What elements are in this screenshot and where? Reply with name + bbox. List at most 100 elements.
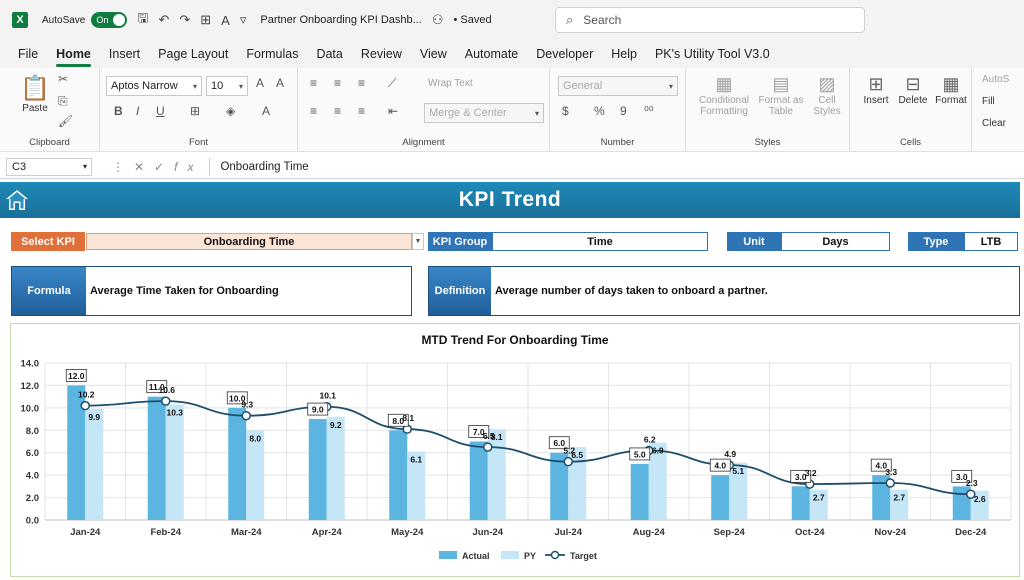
unit-value: Days	[781, 232, 890, 251]
conditional-formatting-icon: ▦	[715, 74, 733, 94]
cut-icon[interactable]: ✂	[58, 72, 69, 86]
currency-icon[interactable]: $	[562, 104, 569, 118]
font-family-select[interactable]: Aptos Narrow ▾	[106, 76, 202, 96]
clear-button[interactable]: Clear	[982, 118, 1006, 129]
delete-cells-button[interactable]: ⊟ Delete	[894, 74, 932, 106]
merge-center-button[interactable]: Merge & Center ▾	[424, 103, 544, 123]
select-kpi-chevron-icon[interactable]: ▼	[412, 233, 424, 250]
wrap-text-button[interactable]: Wrap Text	[428, 78, 473, 89]
increase-decimal-icon[interactable]: ⁰⁰	[644, 104, 654, 118]
number-format-value: General	[563, 80, 603, 92]
undo-icon[interactable]: ↶	[158, 12, 170, 27]
tab-developer[interactable]: Developer	[536, 47, 594, 61]
underline-icon[interactable]: U	[156, 104, 165, 118]
formula-bar: C3 ▾ ⋮✕✓fx Onboarding Time	[0, 155, 1024, 179]
border-icon[interactable]: ⊞	[190, 104, 201, 118]
format-label: Format	[935, 95, 967, 106]
x-tick-label: Mar-24	[231, 527, 262, 538]
target-point	[241, 410, 251, 421]
actual-bar	[147, 396, 166, 520]
autosave-state: On	[96, 15, 109, 25]
font-size-select[interactable]: 10 ▾	[206, 76, 248, 96]
autosum-button[interactable]: AutoS	[982, 74, 1009, 85]
tab-file[interactable]: File	[18, 47, 39, 61]
format-painter-icon[interactable]: 🖌	[58, 114, 74, 128]
number-format-select[interactable]: General ▾	[558, 76, 678, 96]
tab-formulas[interactable]: Formulas	[246, 47, 299, 61]
tab-home[interactable]: Home	[56, 44, 91, 67]
tab-utility-tool[interactable]: PK's Utility Tool V3.0	[654, 47, 770, 61]
bold-icon[interactable]: B	[114, 104, 123, 118]
align-top-icon[interactable]: ≡	[310, 76, 318, 90]
comma-icon[interactable]: 9	[620, 104, 627, 118]
kpi-banner: KPI Trend	[0, 182, 1020, 218]
customize-toolbar-icon[interactable]: ▿	[239, 12, 247, 27]
select-kpi-dropdown[interactable]: Onboarding Time	[86, 233, 412, 250]
conditional-label: Conditional	[698, 95, 750, 106]
font-color-icon[interactable]: A	[221, 12, 230, 28]
py-bar	[407, 451, 426, 520]
align-right-icon[interactable]: ≡	[358, 104, 366, 118]
italic-icon[interactable]: I	[136, 104, 140, 118]
tab-review[interactable]: Review	[360, 47, 402, 61]
align-bottom-icon[interactable]: ≡	[358, 76, 366, 90]
align-left-icon[interactable]: ≡	[310, 104, 318, 118]
tab-view[interactable]: View	[419, 47, 447, 61]
name-box[interactable]: C3 ▾	[6, 157, 92, 176]
actual-bar	[389, 430, 408, 520]
actual-data-label-box	[548, 436, 570, 450]
legend-py-label: PY	[524, 551, 536, 561]
grow-font-icon[interactable]: A	[256, 76, 265, 90]
conditional-formatting-button[interactable]: ▦ Conditional Formatting	[694, 74, 754, 117]
cells-group: ⊞ Insert ⊟ Delete ▦ Format Cells	[850, 68, 972, 152]
font-color-icon[interactable]: A	[262, 104, 271, 118]
actual-bar	[630, 463, 649, 520]
borders-icon[interactable]: ⊞	[200, 12, 212, 27]
tab-data[interactable]: Data	[316, 47, 343, 61]
align-middle-icon[interactable]: ≡	[334, 76, 342, 90]
home-icon[interactable]	[4, 187, 30, 213]
actual-bar	[469, 441, 488, 520]
py-bar	[648, 442, 667, 520]
target-data-label: 2.3	[966, 478, 978, 488]
legend-actual-swatch	[439, 551, 457, 559]
py-bar	[890, 489, 909, 520]
target-line	[85, 400, 971, 496]
target-data-label: 3.3	[885, 467, 897, 477]
redo-icon[interactable]: ↷	[179, 12, 191, 27]
py-data-label: 2.7	[813, 493, 825, 503]
percent-icon[interactable]: %	[594, 104, 605, 118]
save-icon[interactable]: 🖫	[137, 10, 149, 25]
tab-page-layout[interactable]: Page Layout	[158, 47, 229, 61]
autosave-toggle[interactable]: On	[91, 12, 128, 28]
tab-help[interactable]: Help	[611, 47, 637, 61]
mtd-trend-chart[interactable]: MTD Trend For Onboarding Time 0.0 2.0 4.0 6…	[10, 323, 1020, 577]
share-icon[interactable]: ⚇	[431, 12, 444, 27]
orientation-icon[interactable]: ⟋	[388, 76, 397, 90]
py-bar	[165, 404, 184, 520]
copy-icon[interactable]: ⎘	[58, 94, 68, 108]
x-tick-label: Nov-24	[874, 527, 906, 538]
fill-color-icon[interactable]: ◈	[226, 104, 236, 118]
tab-automate[interactable]: Automate	[464, 47, 519, 61]
formula-input[interactable]: Onboarding Time	[209, 157, 1024, 176]
search-box[interactable]: ⌕ Search	[555, 7, 865, 33]
y-tick-label: 4.0	[26, 471, 39, 482]
saved-status[interactable]: • Saved	[453, 14, 492, 26]
insert-cells-button[interactable]: ⊞ Insert	[858, 74, 894, 106]
fill-button[interactable]: Fill	[982, 96, 995, 107]
tab-insert[interactable]: Insert	[108, 47, 141, 61]
indent-icon[interactable]: ⇤	[388, 104, 399, 118]
actual-data-label-box	[226, 391, 248, 405]
format-as-table-button[interactable]: ▤ Format as Table	[756, 74, 806, 117]
autosum-label: AutoS	[982, 74, 1010, 85]
cell-styles-button[interactable]: ▨ Cell Styles	[808, 74, 846, 117]
align-center-icon[interactable]: ≡	[334, 104, 342, 118]
shrink-font-icon[interactable]: A	[276, 76, 285, 90]
actual-data-label: 5.0	[634, 449, 646, 459]
y-tick-label: 0.0	[26, 516, 39, 527]
format-as-table-icon: ▤	[772, 74, 790, 94]
paste-button[interactable]: 📋 Paste	[20, 74, 50, 114]
py-bar	[970, 490, 989, 520]
format-cells-button[interactable]: ▦ Format	[932, 74, 970, 106]
